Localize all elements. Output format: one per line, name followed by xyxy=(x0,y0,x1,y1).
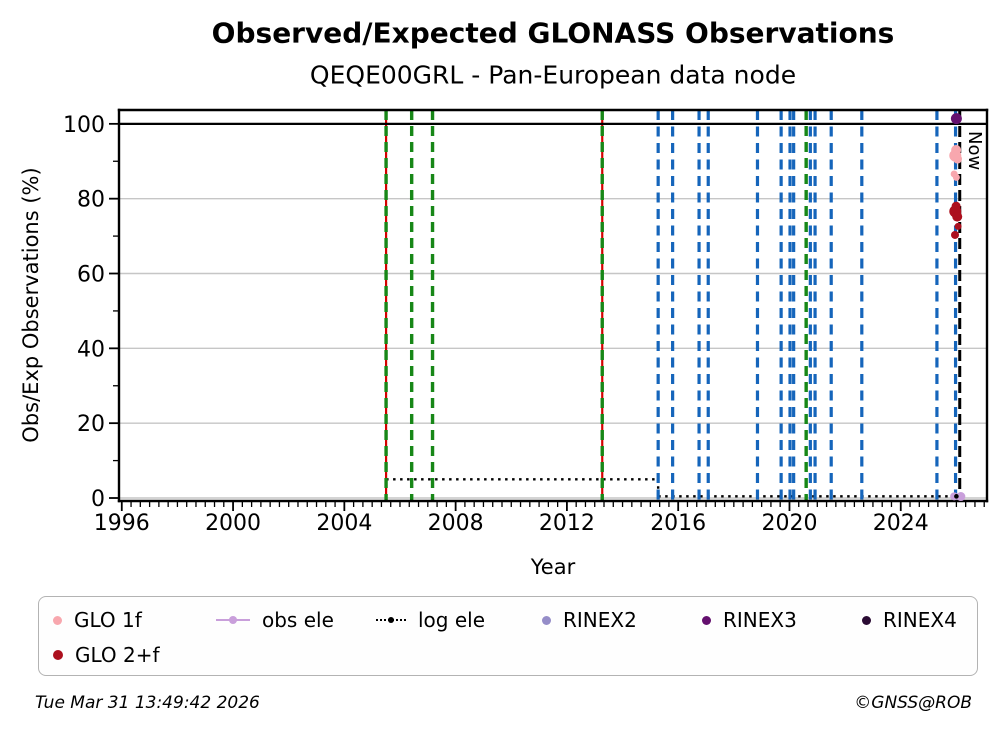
legend-label-rinex2: RINEX2 xyxy=(563,608,637,632)
y-axis-label: Obs/Exp Observations (%) xyxy=(19,167,43,443)
x-axis-label: Year xyxy=(530,555,576,579)
legend-item-rinex2: RINEX2 xyxy=(542,605,637,635)
y-tick-label: 0 xyxy=(91,487,105,512)
x-tick-label: 2008 xyxy=(428,511,484,536)
legend-item-rinex4: RINEX4 xyxy=(862,605,957,635)
x-tick-label: 2020 xyxy=(761,511,817,536)
log-ele-marker xyxy=(954,494,959,499)
scatter-point-glo-1f xyxy=(952,173,960,181)
x-tick-label: 2024 xyxy=(873,511,929,536)
y-tick-label: 60 xyxy=(77,263,105,288)
rinex4-marker-icon xyxy=(862,615,871,625)
legend-label-obs-ele: obs ele xyxy=(262,608,334,632)
legend-label-rinex3: RINEX3 xyxy=(723,608,797,632)
scatter-point-rinex3 xyxy=(950,113,962,125)
legend-box: GLO 1f obs ele log ele RINEX2 RINEX3 RIN… xyxy=(38,596,978,676)
legend-item-glo-2f: GLO 2+f xyxy=(53,640,160,670)
chart-subtitle: QEQE00GRL - Pan-European data node xyxy=(309,60,797,90)
x-tick-label: 2004 xyxy=(316,511,372,536)
legend-label-rinex4: RINEX4 xyxy=(883,608,957,632)
y-tick-label: 100 xyxy=(63,113,105,138)
y-tick-label: 40 xyxy=(77,337,105,362)
scatter-point-obs-ele xyxy=(956,492,966,502)
legend-item-glo-1f: GLO 1f xyxy=(53,605,142,635)
x-tick-label: 2012 xyxy=(539,511,595,536)
rinex3-marker-icon xyxy=(702,615,711,625)
timestamp-text: Tue Mar 31 13:49:42 2026 xyxy=(35,693,260,713)
scatter-point-glo-2-f xyxy=(954,222,962,230)
scatter-point-glo-1f xyxy=(953,154,963,164)
scatter-point-glo-2-f xyxy=(952,211,963,222)
rinex2-marker-icon xyxy=(542,615,551,625)
x-tick-label: 1996 xyxy=(94,511,150,536)
y-tick-label: 80 xyxy=(77,188,105,213)
glo-1f-marker-icon xyxy=(53,615,62,625)
legend-label-glo-2f: GLO 2+f xyxy=(75,643,160,667)
x-tick-label: 2000 xyxy=(205,511,261,536)
legend-item-log-ele: log ele xyxy=(376,605,485,635)
obs-ele-marker-icon xyxy=(216,616,250,624)
scatter-point-glo-2-f xyxy=(951,230,960,239)
x-tick-label: 2016 xyxy=(650,511,706,536)
log-ele-marker-icon xyxy=(376,617,406,623)
copyright-text: ©GNSS@ROB xyxy=(854,693,972,713)
legend-item-obs-ele: obs ele xyxy=(216,605,334,635)
chart-title: Observed/Expected GLONASS Observations xyxy=(211,16,895,50)
legend-label-glo-1f: GLO 1f xyxy=(74,608,142,632)
y-tick-label: 20 xyxy=(77,412,105,437)
legend-item-rinex3: RINEX3 xyxy=(702,605,797,635)
glo-2f-marker-icon xyxy=(53,650,63,660)
now-annotation-label: Now xyxy=(964,131,985,171)
legend-label-log-ele: log ele xyxy=(418,608,486,632)
